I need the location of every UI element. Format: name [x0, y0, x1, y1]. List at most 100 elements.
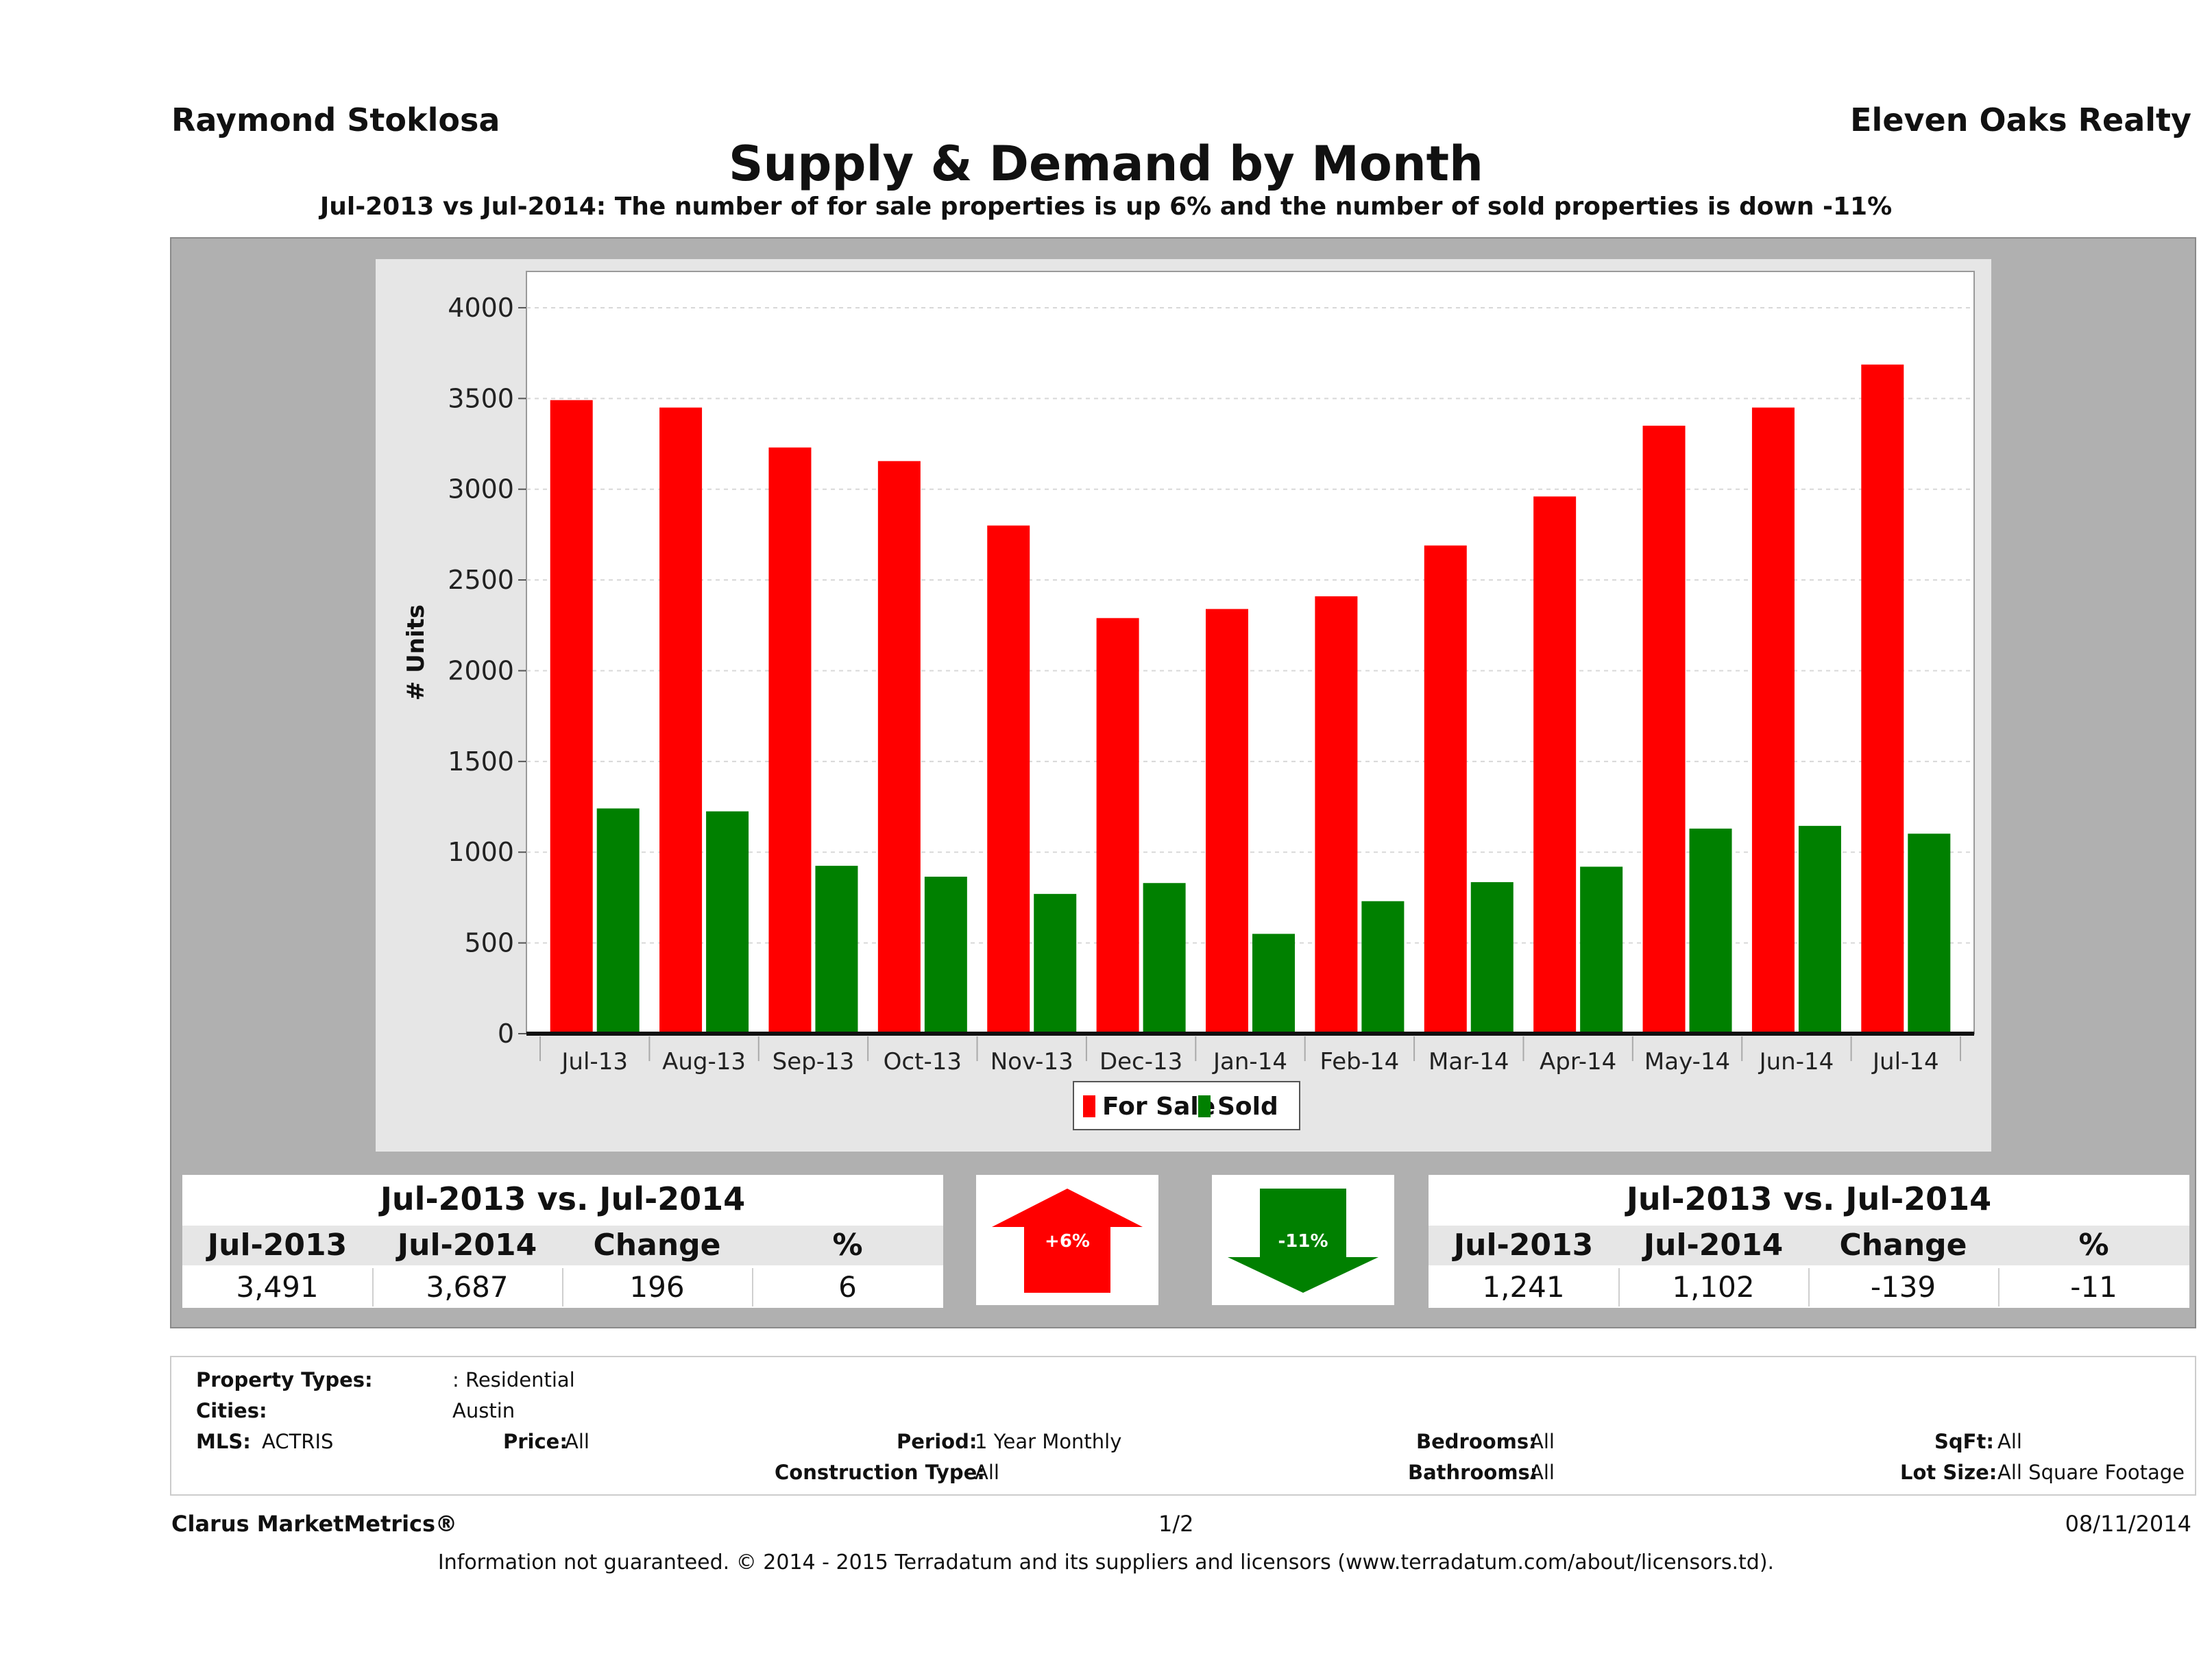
- bathrooms-value: All: [1530, 1461, 1555, 1484]
- filter-criteria: Property Types: : Residential Cities: Au…: [170, 1356, 2196, 1496]
- for-sale-bar: [987, 525, 1030, 1034]
- header-cell: %: [2078, 1228, 2109, 1263]
- x-tick-label: May-14: [1644, 1048, 1730, 1075]
- sold-bar: [1470, 881, 1514, 1034]
- agent-name: Raymond Stoklosa: [171, 101, 500, 138]
- sold-summary-table: Jul-2013 vs. Jul-2014 Jul-2013 Jul-2014 …: [1429, 1175, 2189, 1308]
- for-sale-bar: [1861, 364, 1904, 1034]
- x-tick-label: Feb-14: [1320, 1048, 1400, 1075]
- value-cell: 3,491: [236, 1270, 319, 1304]
- x-tick-label: Dec-13: [1099, 1048, 1182, 1075]
- header-cell: Jul-2013: [1453, 1228, 1594, 1263]
- y-tick-label: 1500: [448, 746, 514, 777]
- sold-bar: [815, 866, 858, 1034]
- down-arrow-icon: -11%: [1228, 1189, 1378, 1293]
- for-sale-bar: [1315, 596, 1358, 1034]
- header-cell: Jul-2014: [397, 1228, 537, 1263]
- for-sale-bar: [1642, 426, 1686, 1034]
- value-cell: 1,241: [1482, 1270, 1565, 1304]
- sold-summary-row: 1,241 1,102 -139 -11: [1429, 1268, 2189, 1306]
- legend-label: Sold: [1217, 1093, 1278, 1121]
- sold-bar: [1252, 934, 1295, 1034]
- legend-box: [1073, 1081, 1300, 1130]
- construction-type-value: All: [975, 1461, 999, 1484]
- sold-summary-header: Jul-2013 Jul-2014 Change %: [1429, 1226, 2189, 1265]
- sold-change-label: -11%: [1278, 1231, 1328, 1252]
- header-cell: Jul-2013: [207, 1228, 348, 1263]
- sold-bar: [1143, 883, 1186, 1034]
- header-cell: Change: [1839, 1228, 1967, 1263]
- value-cell: 3,687: [426, 1270, 509, 1304]
- brokerage-name: Eleven Oaks Realty: [1850, 101, 2191, 138]
- sold-summary-title: Jul-2013 vs. Jul-2014: [1626, 1180, 1992, 1217]
- y-tick-label: 2000: [448, 655, 514, 685]
- for-sale-bar: [1751, 407, 1795, 1034]
- x-tick-label: Mar-14: [1429, 1048, 1509, 1075]
- report-date: 08/11/2014: [2065, 1511, 2191, 1537]
- disclaimer: Information not guaranteed. © 2014 - 201…: [437, 1551, 1775, 1574]
- chart-area: 0 500 1000 1500 2000 2500 3000 3500 4000 # Units J…: [376, 259, 1991, 1152]
- y-tick-label: 3000: [448, 474, 514, 504]
- up-arrow-icon: +6%: [992, 1189, 1143, 1293]
- sold-bar: [1034, 894, 1077, 1034]
- for-sale-bar: [1206, 609, 1248, 1034]
- y-tick-label: 500: [464, 928, 514, 958]
- legend-swatch: [1198, 1095, 1211, 1117]
- y-tick-label: 3500: [448, 383, 514, 413]
- lot-size-value: All Square Footage: [1997, 1461, 2185, 1484]
- lot-size-label: Lot Size:: [1900, 1461, 1997, 1484]
- x-tick-label: Jul-14: [1871, 1048, 1939, 1075]
- y-tick-label: 1000: [448, 837, 514, 867]
- price-label: Price:: [503, 1430, 568, 1453]
- for-sale-bar: [1424, 545, 1467, 1034]
- mls-value: ACTRIS: [262, 1430, 334, 1453]
- sold-change-indicator: -11%: [1212, 1175, 1394, 1305]
- value-cell: 1,102: [1672, 1270, 1755, 1304]
- value-cell: -11: [2070, 1270, 2117, 1304]
- sold-bar: [706, 811, 749, 1034]
- for-sale-bar: [1096, 618, 1139, 1034]
- for-sale-change-indicator: +6%: [976, 1175, 1158, 1305]
- for-sale-change-label: +6%: [1045, 1231, 1090, 1252]
- price-value: All: [565, 1430, 590, 1453]
- cities-label: Cities:: [196, 1399, 267, 1422]
- period-value: 1 Year Monthly: [975, 1430, 1122, 1453]
- sold-bar: [1689, 828, 1732, 1034]
- for-sale-summary-header: Jul-2013 Jul-2014 Change %: [182, 1226, 943, 1265]
- header-cell: Jul-2014: [1643, 1228, 1784, 1263]
- header-cell: Change: [593, 1228, 721, 1263]
- sqft-label: SqFt:: [1934, 1430, 1994, 1453]
- construction-type-label: Construction Type:: [775, 1461, 985, 1484]
- for-sale-bar: [550, 400, 593, 1034]
- for-sale-bar: [1533, 496, 1577, 1034]
- sold-bar: [1580, 866, 1623, 1034]
- y-axis-label: # Units: [402, 605, 430, 701]
- header-cell: %: [832, 1228, 863, 1263]
- for-sale-summary-title: Jul-2013 vs. Jul-2014: [380, 1180, 746, 1217]
- page-title: Supply & Demand by Month: [729, 136, 1483, 192]
- period-label: Period:: [897, 1430, 977, 1453]
- cities-value: Austin: [452, 1399, 515, 1422]
- x-tick-label: Jan-14: [1212, 1048, 1287, 1075]
- bedrooms-value: All: [1530, 1430, 1555, 1453]
- legend-label: For Sale: [1102, 1093, 1215, 1121]
- value-cell: 6: [838, 1270, 857, 1304]
- for-sale-bar: [659, 407, 703, 1034]
- bar-chart: 0 500 1000 1500 2000 2500 3000 3500 4000 # Units J…: [402, 271, 1975, 1130]
- page-number: 1/2: [1158, 1511, 1194, 1537]
- value-cell: -139: [1870, 1270, 1936, 1304]
- value-cell: 196: [629, 1270, 685, 1304]
- for-sale-bar: [768, 447, 812, 1034]
- footer-brand: Clarus MarketMetrics®: [171, 1511, 458, 1537]
- property-types-value: : Residential: [452, 1368, 575, 1391]
- x-tick-label: Apr-14: [1540, 1048, 1616, 1075]
- x-tick-label: Aug-13: [662, 1048, 746, 1075]
- sold-bar: [1798, 825, 1841, 1034]
- sold-bar: [1908, 834, 1951, 1034]
- sold-bar: [924, 876, 967, 1034]
- property-types-label: Property Types:: [196, 1368, 373, 1391]
- x-tick-label: Jun-14: [1758, 1048, 1834, 1075]
- y-tick-label: 0: [498, 1019, 514, 1049]
- sold-bar: [1361, 901, 1405, 1034]
- x-tick-label: Oct-13: [884, 1048, 962, 1075]
